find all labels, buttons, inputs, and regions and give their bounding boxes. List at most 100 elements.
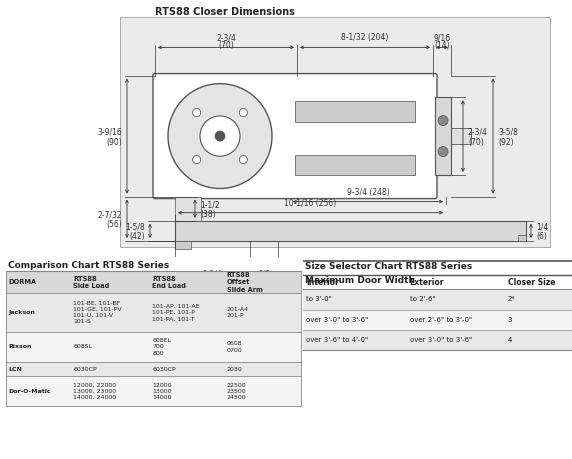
Circle shape <box>438 146 448 157</box>
Bar <box>6 293 70 332</box>
Circle shape <box>215 131 225 141</box>
Bar <box>224 271 301 293</box>
Text: Maximum Door Width: Maximum Door Width <box>305 276 415 285</box>
Text: 2-7/32: 2-7/32 <box>97 210 122 219</box>
Text: 101-BE, 101-BF
101-GE, 101-PV
101-U, 101-V
101-S: 101-BE, 101-BF 101-GE, 101-PV 101-U, 101… <box>73 301 122 325</box>
Text: 10-1/16 (256): 10-1/16 (256) <box>284 199 337 207</box>
Text: 2030: 2030 <box>227 367 243 372</box>
Text: Rixson: Rixson <box>9 344 32 349</box>
Circle shape <box>438 116 448 126</box>
Circle shape <box>239 108 247 117</box>
Text: 9/16: 9/16 <box>434 34 451 42</box>
Text: over 3'-6" to 4'-0": over 3'-6" to 4'-0" <box>306 337 368 343</box>
Bar <box>149 293 224 332</box>
Bar <box>70 376 149 407</box>
Text: over 3'-0" to 3'-6": over 3'-0" to 3'-6" <box>410 337 472 343</box>
Text: RTS88
Side Load: RTS88 Side Load <box>73 275 109 289</box>
Text: 1-5/8: 1-5/8 <box>125 222 145 231</box>
Bar <box>70 271 149 293</box>
Text: to 2'-6": to 2'-6" <box>410 297 435 302</box>
Text: 1/4: 1/4 <box>536 222 548 231</box>
Text: (70): (70) <box>468 138 484 146</box>
Bar <box>70 332 149 362</box>
Text: 2*: 2* <box>508 297 515 302</box>
Text: to 3'-0": to 3'-0" <box>306 297 332 302</box>
Text: RTS88 Closer Dimensions: RTS88 Closer Dimensions <box>155 7 295 17</box>
Text: over 2'-6" to 3'-0": over 2'-6" to 3'-0" <box>410 317 472 323</box>
Bar <box>6 376 70 407</box>
Circle shape <box>168 84 272 189</box>
Bar <box>175 241 191 249</box>
Text: RTS88
End Load: RTS88 End Load <box>153 275 186 289</box>
Text: (14): (14) <box>434 41 450 50</box>
Text: (6): (6) <box>536 232 547 241</box>
Text: RTS88
Offset
Slide Arm: RTS88 Offset Slide Arm <box>227 272 263 293</box>
Text: (92): (92) <box>498 138 514 146</box>
Bar <box>120 17 550 247</box>
Text: over 3'-0" to 3'-6": over 3'-0" to 3'-6" <box>306 317 368 323</box>
Bar <box>6 332 70 362</box>
Bar <box>149 332 224 362</box>
Bar <box>224 293 301 332</box>
Text: Dor-O-Matic: Dor-O-Matic <box>9 389 51 394</box>
Text: Exterior: Exterior <box>410 278 444 287</box>
Text: 6030CP: 6030CP <box>153 367 176 372</box>
Text: (32): (32) <box>205 277 220 286</box>
Text: 1-1/2: 1-1/2 <box>200 200 220 209</box>
Text: 608EL
700
800: 608EL 700 800 <box>153 338 172 356</box>
Text: 608SL: 608SL <box>73 344 92 349</box>
Bar <box>295 155 415 175</box>
Bar <box>224 376 301 407</box>
Bar <box>224 332 301 362</box>
Text: (70): (70) <box>218 41 234 50</box>
Text: 201-A4
201-P: 201-A4 201-P <box>227 307 249 318</box>
FancyBboxPatch shape <box>153 73 437 199</box>
Text: Comparison Chart RTS88 Series: Comparison Chart RTS88 Series <box>7 261 169 270</box>
Text: 12000, 22000
13000, 23000
14000, 24000: 12000, 22000 13000, 23000 14000, 24000 <box>73 383 116 400</box>
Bar <box>70 293 149 332</box>
Text: 22500
23500
24500: 22500 23500 24500 <box>227 383 247 400</box>
Circle shape <box>239 156 247 163</box>
Bar <box>303 330 572 350</box>
Text: 3-9/16: 3-9/16 <box>97 128 122 136</box>
Circle shape <box>193 108 201 117</box>
Text: (42): (42) <box>129 232 145 241</box>
Bar <box>303 289 572 309</box>
Bar <box>70 362 149 376</box>
Bar <box>149 376 224 407</box>
Text: 0608
0700: 0608 0700 <box>227 341 243 353</box>
Text: LCN: LCN <box>9 367 22 372</box>
Text: 6030CP: 6030CP <box>73 367 97 372</box>
Bar <box>149 362 224 376</box>
Bar <box>175 196 201 221</box>
Bar <box>518 235 526 241</box>
Text: 12000
13000
14000: 12000 13000 14000 <box>153 383 172 400</box>
Bar <box>451 128 471 144</box>
Text: 9-3/4 (248): 9-3/4 (248) <box>347 188 390 196</box>
Text: 3: 3 <box>508 317 513 323</box>
Bar <box>6 271 70 293</box>
Text: (12): (12) <box>256 277 272 286</box>
Text: 8-1/32 (204): 8-1/32 (204) <box>341 34 389 42</box>
Text: 4: 4 <box>508 337 513 343</box>
Text: 1-1/4: 1-1/4 <box>202 269 223 278</box>
Text: (38): (38) <box>200 210 216 219</box>
Bar <box>224 362 301 376</box>
Text: 2-3/4: 2-3/4 <box>468 128 488 136</box>
Bar <box>6 362 70 376</box>
Text: Closer Size: Closer Size <box>508 278 555 287</box>
Text: DORMA: DORMA <box>9 279 37 285</box>
Text: 101-AP, 101-AE
101-PE, 101-P
101-PA, 101-T: 101-AP, 101-AE 101-PE, 101-P 101-PA, 101… <box>153 304 200 321</box>
Bar <box>149 271 224 293</box>
Bar <box>303 309 572 330</box>
Text: (56): (56) <box>106 220 122 230</box>
Text: Interior: Interior <box>306 278 339 287</box>
Bar <box>175 221 526 241</box>
Text: 2-3/4: 2-3/4 <box>216 34 236 42</box>
Text: 3-5/8: 3-5/8 <box>498 128 518 136</box>
Text: Jackson: Jackson <box>9 310 35 315</box>
Circle shape <box>193 156 201 163</box>
Circle shape <box>200 116 240 156</box>
Text: Size Selector Chart RTS88 Series: Size Selector Chart RTS88 Series <box>305 262 472 271</box>
Bar <box>295 101 415 122</box>
